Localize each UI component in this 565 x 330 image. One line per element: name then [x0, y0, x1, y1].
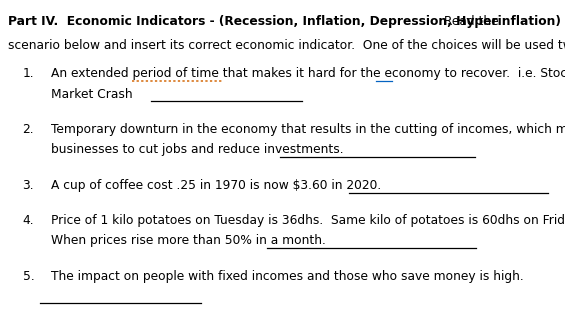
Text: Price of 1 kilo potatoes on Tuesday is 36dhs.  Same kilo of potatoes is 60dhs on: Price of 1 kilo potatoes on Tuesday is 3…	[51, 214, 565, 227]
Text: 3.: 3.	[23, 179, 34, 192]
Text: 5.: 5.	[23, 270, 34, 283]
Text: 2.: 2.	[23, 123, 34, 136]
Text: Part IV.  Economic Indicators - (Recession, Inflation, Depression, Hyperinflatio: Part IV. Economic Indicators - (Recessio…	[8, 15, 562, 28]
Text: 4.: 4.	[23, 214, 34, 227]
Text: When prices rise more than 50% in a month.: When prices rise more than 50% in a mont…	[51, 234, 326, 248]
Text: 1.: 1.	[23, 67, 34, 80]
Text: scenario below and insert its correct economic indicator.  One of the choices wi: scenario below and insert its correct ec…	[8, 39, 565, 51]
Text: A cup of coffee cost .25 in 1970 is now $3.60 in 2020.: A cup of coffee cost .25 in 1970 is now …	[51, 179, 381, 192]
Text: Temporary downturn in the economy that results in the cutting of incomes, which : Temporary downturn in the economy that r…	[51, 123, 565, 136]
Text: businesses to cut jobs and reduce investments.: businesses to cut jobs and reduce invest…	[51, 143, 344, 156]
Text: The impact on people with fixed incomes and those who save money is high.: The impact on people with fixed incomes …	[51, 270, 524, 283]
Text: An extended period of time that makes it hard for the economy to recover.  i.e. : An extended period of time that makes it…	[51, 67, 565, 80]
Text: Market Crash: Market Crash	[51, 87, 132, 101]
Text: Read the: Read the	[440, 15, 498, 28]
